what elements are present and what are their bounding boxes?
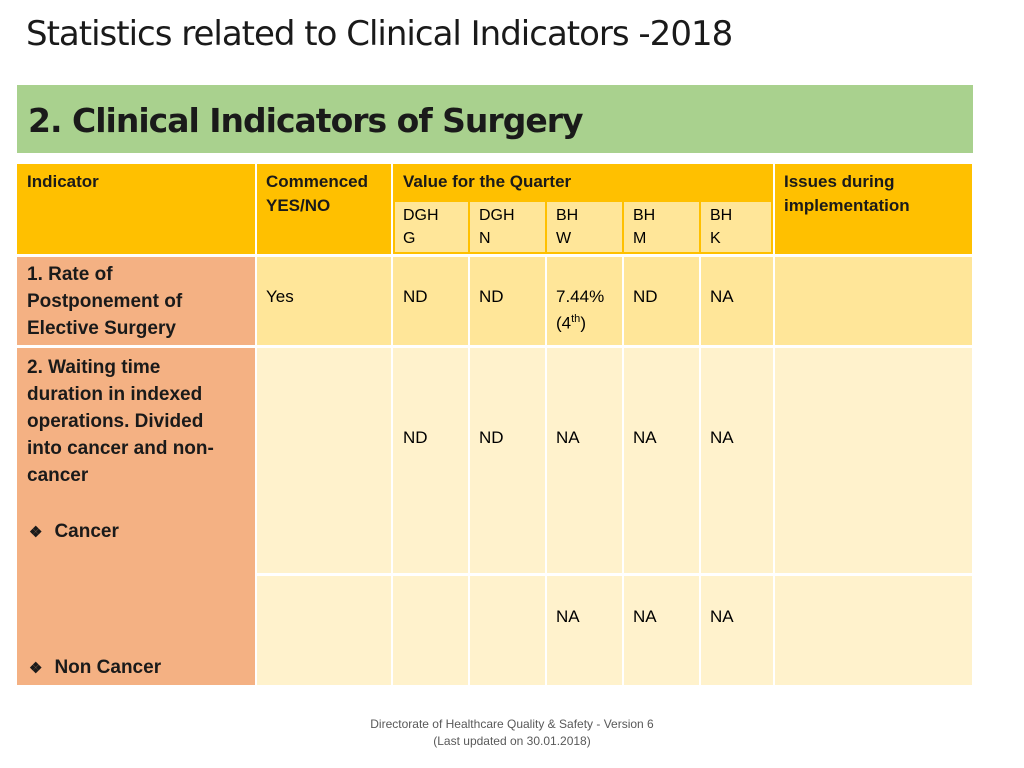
noncancer-value: NA bbox=[556, 607, 580, 626]
cancer-value: NA bbox=[556, 428, 580, 447]
row1-bhw-note: (4th) bbox=[556, 313, 586, 333]
row2-indicator-line4: into cancer and non- bbox=[27, 438, 214, 459]
cancer-value-cell: NA bbox=[547, 348, 622, 573]
footer: Directorate of Healthcare Quality & Safe… bbox=[300, 716, 724, 750]
noncancer-value: NA bbox=[710, 607, 734, 626]
subheader-hospital: DGH N bbox=[470, 202, 545, 252]
row1-indicator-line1: 1. Rate of bbox=[27, 264, 113, 285]
cancer-value-cell: NA bbox=[624, 348, 699, 573]
row2-indicator-line1: 2. Waiting time bbox=[27, 357, 161, 378]
noncancer-value-cell bbox=[393, 576, 468, 685]
noncancer-value-cell: NA bbox=[624, 576, 699, 685]
row2-commenced bbox=[257, 348, 391, 573]
hospital-code-line1: DGH bbox=[403, 207, 439, 224]
hospital-code-line2: W bbox=[556, 230, 572, 247]
slide-title: Statistics related to Clinical Indicator… bbox=[26, 14, 733, 54]
header-issues-line1: Issues during bbox=[784, 172, 895, 191]
row1-value-cell: ND bbox=[470, 257, 545, 345]
hospital-code-line2: K bbox=[710, 230, 721, 247]
noncancer-commenced bbox=[257, 576, 391, 685]
row1-value: 7.44% bbox=[556, 287, 605, 306]
section-banner: 2. Clinical Indicators of Surgery bbox=[17, 85, 973, 153]
cancer-value: NA bbox=[633, 428, 657, 447]
row2-indicator: 2. Waiting time duration in indexed oper… bbox=[17, 348, 255, 685]
header-indicator: Indicator bbox=[17, 164, 255, 254]
section-heading: 2. Clinical Indicators of Surgery bbox=[28, 101, 583, 140]
cancer-item: ❖ Cancer bbox=[29, 518, 119, 546]
subheader-hospital: BH M bbox=[624, 202, 699, 252]
row1-commenced-value: Yes bbox=[266, 287, 294, 306]
noncancer-issues bbox=[775, 576, 972, 685]
noncancer-value-cell bbox=[470, 576, 545, 685]
row1-value-cell: 7.44% (4th) bbox=[547, 257, 622, 345]
header-indicator-label: Indicator bbox=[27, 172, 99, 191]
subheader-hospital: DGH G bbox=[395, 202, 468, 252]
hospital-code-line2: G bbox=[403, 230, 416, 247]
subheader-hospital: BH K bbox=[701, 202, 771, 252]
cancer-label: Cancer bbox=[54, 521, 119, 542]
footer-line2: (Last updated on 30.01.2018) bbox=[433, 734, 591, 748]
header-commenced-line2: YES/NO bbox=[266, 196, 331, 215]
noncancer-value-cell: NA bbox=[701, 576, 773, 685]
header-value-quarter-label: Value for the Quarter bbox=[403, 172, 572, 191]
hospital-code-line1: BH bbox=[633, 207, 656, 224]
row1-indicator-line3: Elective Surgery bbox=[27, 318, 176, 339]
noncancer-value-cell: NA bbox=[547, 576, 622, 685]
row1-issues bbox=[775, 257, 972, 345]
row1-value: ND bbox=[479, 287, 504, 306]
row2-indicator-line5: cancer bbox=[27, 465, 89, 486]
subheader-hospital: BH W bbox=[547, 202, 622, 252]
header-issues-line2: implementation bbox=[784, 196, 910, 215]
cancer-value-cell: ND bbox=[470, 348, 545, 573]
cancer-value-cell: ND bbox=[393, 348, 468, 573]
cancer-issues bbox=[775, 348, 972, 573]
cancer-value-cell: NA bbox=[701, 348, 773, 573]
hospital-code-line1: BH bbox=[710, 207, 733, 224]
hospital-code-line1: BH bbox=[556, 207, 579, 224]
noncancer-item: ❖ Non Cancer bbox=[29, 654, 161, 682]
header-issues: Issues during implementation bbox=[775, 164, 972, 254]
row1-value: ND bbox=[633, 287, 658, 306]
row1-commenced: Yes bbox=[257, 257, 391, 345]
cancer-value: ND bbox=[479, 428, 504, 447]
row1-value-cell: NA bbox=[701, 257, 773, 345]
row1-indicator-line2: Postponement of bbox=[27, 291, 183, 312]
bullet-diamond-icon: ❖ bbox=[29, 524, 43, 541]
header-commenced-line1: Commenced bbox=[266, 172, 369, 191]
row2-indicator-line2: duration in indexed bbox=[27, 384, 203, 405]
row1-value-cell: ND bbox=[393, 257, 468, 345]
row1-value: ND bbox=[403, 287, 428, 306]
row1-value: NA bbox=[710, 287, 734, 306]
footer-line1: Directorate of Healthcare Quality & Safe… bbox=[370, 717, 654, 731]
header-commenced: Commenced YES/NO bbox=[257, 164, 391, 254]
hospital-code-line2: M bbox=[633, 230, 647, 247]
noncancer-label: Non Cancer bbox=[54, 657, 162, 678]
cancer-value: ND bbox=[403, 428, 428, 447]
row2-indicator-line3: operations. Divided bbox=[27, 411, 204, 432]
cancer-value: NA bbox=[710, 428, 734, 447]
hospital-code-line2: N bbox=[479, 230, 491, 247]
row1-indicator: 1. Rate of Postponement of Elective Surg… bbox=[17, 257, 255, 345]
hospital-code-line1: DGH bbox=[479, 207, 515, 224]
noncancer-value: NA bbox=[633, 607, 657, 626]
bullet-diamond-icon: ❖ bbox=[29, 660, 43, 677]
row1-value-cell: ND bbox=[624, 257, 699, 345]
